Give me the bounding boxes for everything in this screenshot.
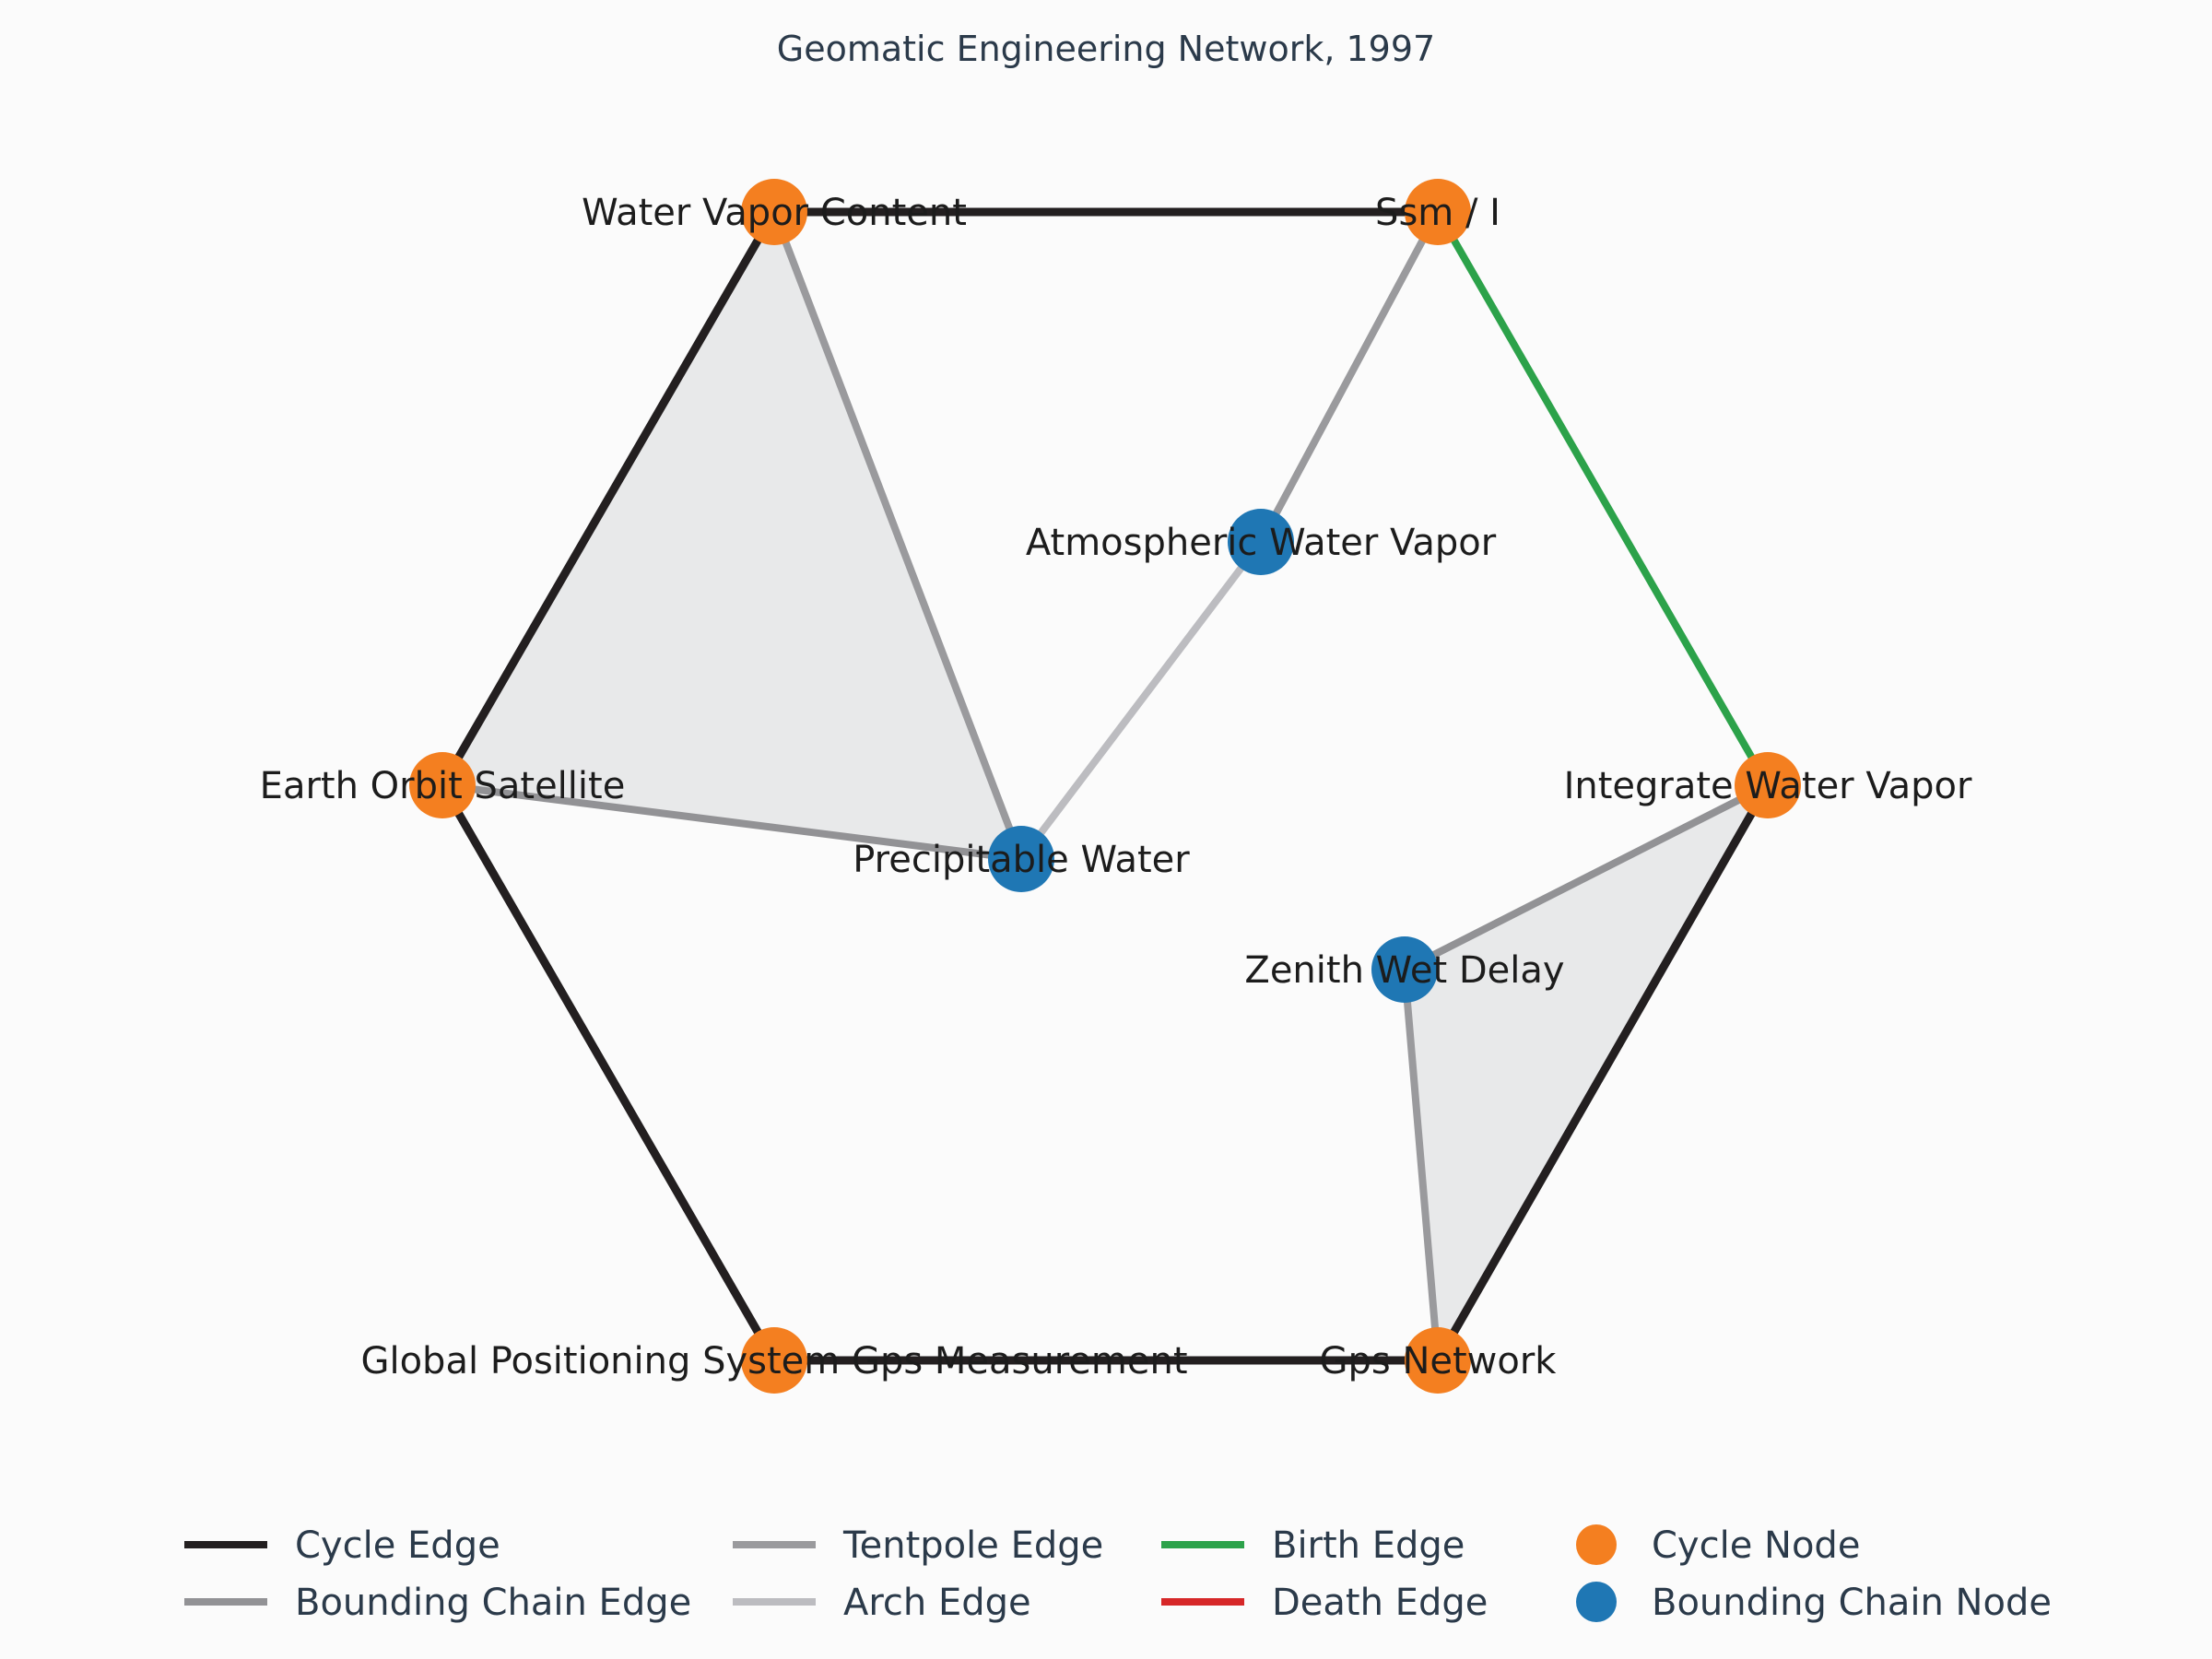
cycle-edge-gpsm-eos [438,781,779,1365]
node-label-zwd: Zenith Wet Delay [1244,949,1564,992]
filled-face-1 [442,212,1021,859]
bounding-edge-iwv-zwd [1401,782,1771,973]
legend-label: Birth Edge [1272,1524,1465,1567]
node-label-gpsm: Global Positioning System Gps Measuremen… [360,1340,1187,1382]
bounding-edge-eos-pw [439,782,1025,863]
cycle-node-eos [409,752,476,818]
node-label-pw: Precipitable Water [853,839,1190,881]
filled-face-2 [1405,785,1768,1360]
faces-layer [442,212,1768,1360]
legend-swatch-cycle-node [1576,1524,1617,1565]
node-label-eos: Earth Orbit Satellite [260,765,626,807]
legend-label: Bounding Chain Node [1652,1582,2052,1624]
tentpole-edge-ssm-awv [1257,208,1441,546]
legend: Cycle Edge Bounding Chain Edge Tentpole Ed… [184,1524,2052,1624]
node-label-gpsn: Gps Network [1320,1340,1558,1382]
legend-item-cycle-node: Cycle Node [1576,1524,1860,1567]
nodes-layer [409,179,1801,1394]
node-label-iwv: Integrate Water Vapor [1564,765,1972,807]
legend-label: Cycle Node [1652,1524,1860,1567]
legend-label: Arch Edge [843,1582,1031,1624]
cycle-node-gpsn [1405,1327,1471,1394]
cycle-edge-eos-wvc [438,207,779,790]
legend-item-birth-edge: Birth Edge [1161,1524,1465,1567]
diagram-title: Geomatic Engineering Network, 1997 [777,29,1435,69]
node-label-wvc: Water Vapor Content [582,192,967,234]
cycle-node-wvc [741,179,807,245]
cycle-node-ssm [1405,179,1471,245]
legend-label: Tentpole Edge [842,1524,1103,1567]
legend-label: Bounding Chain Edge [295,1582,691,1624]
cycle-node-iwv [1735,752,1801,818]
tentpole-edge-wvc-pw [771,208,1025,863]
legend-label: Death Edge [1272,1582,1488,1624]
legend-item-bounding-chain-node: Bounding Chain Node [1576,1582,2052,1624]
legend-item-bounding-chain-edge: Bounding Chain Edge [184,1582,691,1624]
legend-item-cycle-edge: Cycle Edge [184,1524,500,1567]
arch-edge-awv-pw [1018,538,1265,863]
bounding-chain-node-pw [988,826,1054,892]
legend-item-tentpole-edge: Tentpole Edge [733,1524,1103,1567]
cycle-edge-iwv-gpsn [1433,781,1772,1365]
labels-layer: Water Vapor Content Ssm / I Integrate Wate… [260,192,1972,1382]
bounding-chain-node-awv [1228,509,1294,575]
cycle-node-gpsm [741,1327,807,1394]
node-label-ssm: Ssm / I [1375,192,1500,234]
birth-edge-ssm-iwv [1434,208,1771,789]
legend-swatch-bounding-node [1576,1582,1617,1622]
legend-label: Cycle Edge [295,1524,500,1567]
edges-layer [438,207,1772,1365]
node-label-awv: Atmospheric Water Vapor [1026,522,1497,564]
legend-item-death-edge: Death Edge [1161,1582,1488,1624]
legend-item-arch-edge: Arch Edge [733,1582,1031,1624]
tentpole-edge-zwd-gpsn [1401,966,1441,1364]
bounding-chain-node-zwd [1371,936,1438,1003]
